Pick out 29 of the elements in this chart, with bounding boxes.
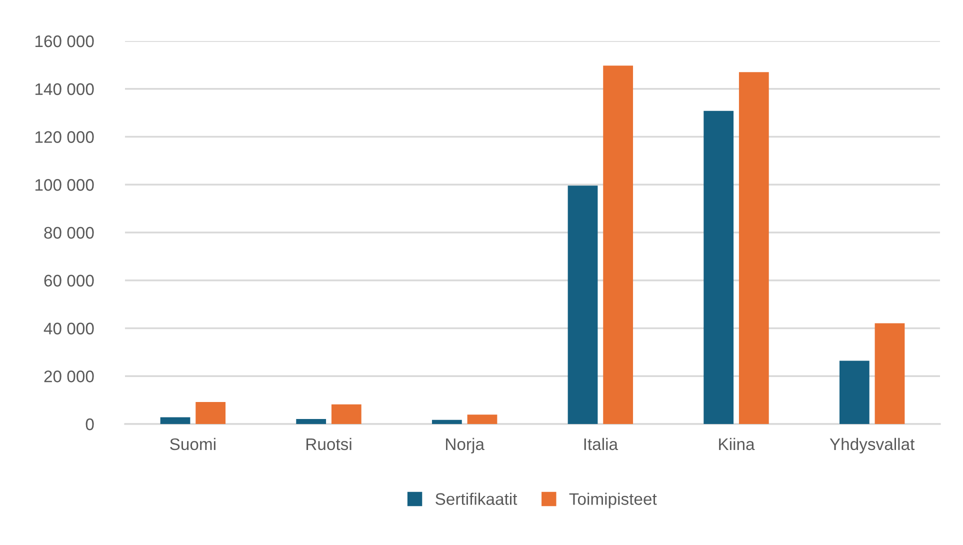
bar [296,418,326,424]
legend-label: Toimipisteet [569,492,657,508]
y-tick-label: 20 000 [44,370,94,382]
bar [331,404,362,424]
y-tick-label: 140 000 [35,83,94,96]
y-tick-label: 0 [86,418,94,430]
bar [704,110,734,424]
bar [160,417,190,424]
bar [874,323,905,424]
y-tick-label: 40 000 [44,322,94,334]
y-tick-label: 80 000 [44,226,94,239]
y-tick-label: 100 000 [35,179,94,191]
y-tick-label: 160 000 [35,35,94,48]
bar [603,66,634,424]
bar [738,72,769,424]
y-tick-label: 60 000 [44,274,94,287]
bar [839,360,870,424]
x-tick-label: Italia [584,438,618,450]
bar [467,414,498,424]
x-tick-label: Ruotsi [306,438,352,450]
bar [568,186,598,424]
bar [196,402,226,424]
x-tick-label: Yhdysvallat [830,438,915,454]
x-tick-label: Kiina [719,438,755,450]
legend-label: Sertifikaatit [436,492,518,505]
y-tick-label: 120 000 [35,131,94,143]
x-tick-label: Norja [446,438,484,454]
bar [432,420,462,424]
x-tick-label: Suomi [170,438,216,450]
